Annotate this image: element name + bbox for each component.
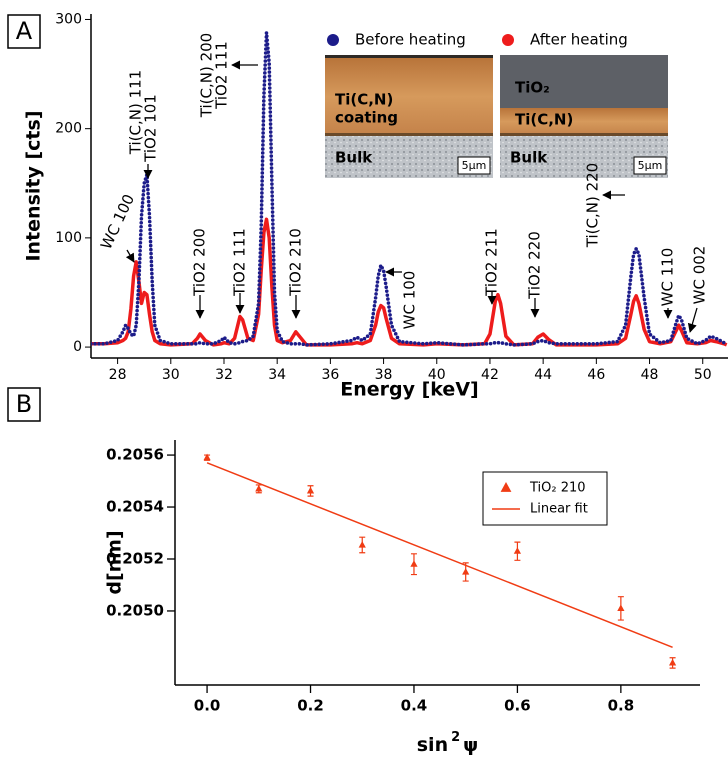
inset-label: Ti(C,N)	[515, 111, 573, 129]
data-point	[668, 658, 677, 666]
x-axis-label: sin 2 ψ	[417, 730, 479, 756]
y-axis-label: Intensity [cts]	[23, 110, 45, 261]
y-tick-label: 0.2056	[106, 446, 164, 464]
y-tick-label: 300	[55, 11, 82, 27]
peak-annotation: WC 002	[691, 246, 709, 305]
peak-annotation: TiO2 210	[287, 228, 305, 297]
x-tick-label: 50	[694, 367, 712, 383]
legend-label: TiO₂ 210	[529, 481, 586, 496]
x-tick-label: 38	[375, 367, 393, 383]
scale-bar-label: 5µm	[462, 159, 487, 172]
x-tick-label: 40	[428, 367, 446, 383]
y-tick-label: 0.2050	[106, 601, 164, 619]
panel-label: B	[16, 390, 32, 418]
x-tick-label: 0.4	[401, 697, 428, 715]
y-tick-label: 0.2054	[106, 498, 164, 516]
data-point	[203, 453, 211, 461]
series-line	[91, 32, 728, 347]
legend-box	[482, 471, 608, 526]
scale-bar-label: 5µm	[638, 159, 663, 172]
inset-label: Bulk	[335, 149, 373, 167]
data-point	[358, 540, 366, 548]
peak-annotation: TiO2 111	[213, 41, 231, 110]
inset-label: coating	[335, 109, 398, 127]
inset-label: TiO₂	[515, 79, 550, 97]
x-tick-label: 34	[268, 367, 286, 383]
x-axis-label-part: sin	[417, 734, 448, 756]
peak-annotation: Ti(C,N) 200	[198, 33, 216, 118]
peak-annotation: TiO2 220	[526, 231, 544, 300]
annotation-arrow	[687, 307, 698, 333]
data-point	[617, 604, 625, 611]
y-tick-label: 0.2052	[106, 549, 164, 567]
peak-annotation: WC 100	[97, 191, 138, 252]
x-axis-label-part: ψ	[463, 734, 478, 756]
legend-label: Linear fit	[530, 502, 588, 517]
inset-image: Ti(C,N) coating Bulk 5µm	[325, 55, 493, 178]
x-tick-label: 46	[587, 367, 605, 383]
plot-area	[91, 32, 728, 347]
peak-annotation: TiO2 101	[142, 94, 160, 163]
panel-label-box	[7, 387, 41, 422]
data-point	[306, 486, 315, 494]
panel-label-box	[7, 14, 41, 49]
annotation-arrow	[125, 249, 135, 263]
x-axis-label-part: 2	[451, 730, 460, 745]
x-tick-label: 32	[215, 367, 233, 383]
x-tick-label: 0.0	[194, 697, 221, 715]
x-tick-label: 0.8	[608, 697, 635, 715]
x-tick-label: 44	[534, 367, 552, 383]
data-point	[513, 547, 522, 554]
legend-marker	[502, 34, 514, 46]
data-point	[410, 560, 418, 567]
x-tick-label: 28	[109, 367, 127, 383]
legend-marker	[500, 482, 512, 492]
y-tick-label: 0	[73, 339, 82, 355]
series-line	[91, 217, 728, 347]
x-tick-label: 42	[481, 367, 499, 383]
peak-annotation: TiO2 211	[483, 228, 501, 297]
x-tick-label: 30	[162, 367, 180, 383]
x-tick-label: 0.2	[297, 697, 324, 715]
x-tick-label: 48	[641, 367, 659, 383]
legend-marker	[327, 34, 339, 46]
peak-annotation: TiO2 111	[231, 228, 249, 297]
inset-label: Ti(C,N)	[335, 91, 393, 109]
y-tick-label: 100	[55, 230, 82, 246]
x-axis-label: Energy [keV]	[340, 379, 478, 401]
x-tick-label: 36	[321, 367, 339, 383]
inset-label: Bulk	[510, 149, 548, 167]
panel-label: A	[16, 17, 33, 45]
peak-annotation: Ti(C,N) 111	[127, 70, 145, 155]
peak-annotation: TiO2 200	[191, 228, 209, 297]
legend-label: Before heating	[355, 31, 466, 49]
peak-annotation: WC 100	[401, 271, 419, 330]
x-tick-label: 0.6	[504, 697, 531, 715]
data-point	[462, 567, 470, 575]
y-axis-label: d[nm]	[104, 530, 126, 594]
peak-annotation: Ti(C,N) 220	[584, 163, 602, 248]
data-point	[255, 484, 263, 492]
inset-image: TiO₂ Ti(C,N) Bulk 5µm	[500, 55, 668, 178]
fit-line	[206, 462, 673, 649]
y-tick-label: 200	[55, 121, 82, 137]
legend-label: After heating	[530, 31, 628, 49]
peak-annotation: WC 110	[659, 248, 677, 307]
